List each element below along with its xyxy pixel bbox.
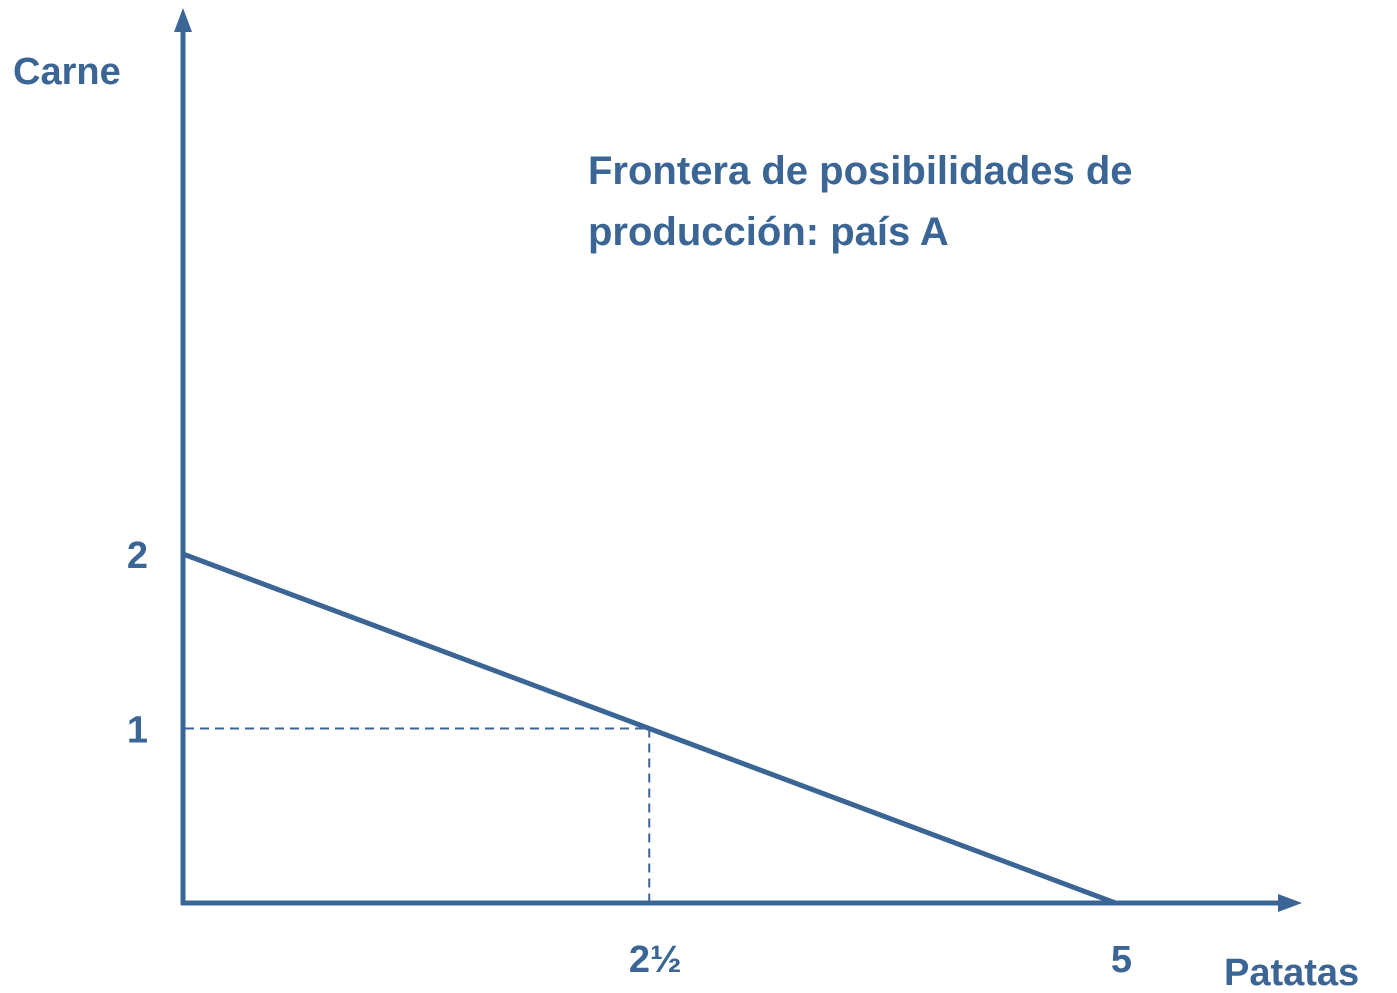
tick-labels: 1 2 2½ 5: [127, 535, 1132, 981]
x-axis-arrow-icon: [1278, 894, 1302, 912]
reference-guides: [185, 727, 651, 901]
y-axis-arrow-icon: [174, 8, 192, 32]
x-axis-title: Patatas: [1224, 952, 1359, 993]
y-axis-title: Carne: [13, 51, 121, 93]
y-tick-label: 2: [127, 535, 148, 577]
chart-annotation-line-1: Frontera de posibilidades de: [588, 149, 1133, 193]
chart-annotation-line-2: producción: país A: [588, 210, 949, 254]
y-tick-label: 1: [127, 710, 148, 752]
x-tick-label: 2½: [629, 939, 682, 981]
series-group: [182, 551, 1117, 906]
x-tick-label: 5: [1111, 939, 1132, 981]
frontier-line: [182, 551, 1117, 906]
